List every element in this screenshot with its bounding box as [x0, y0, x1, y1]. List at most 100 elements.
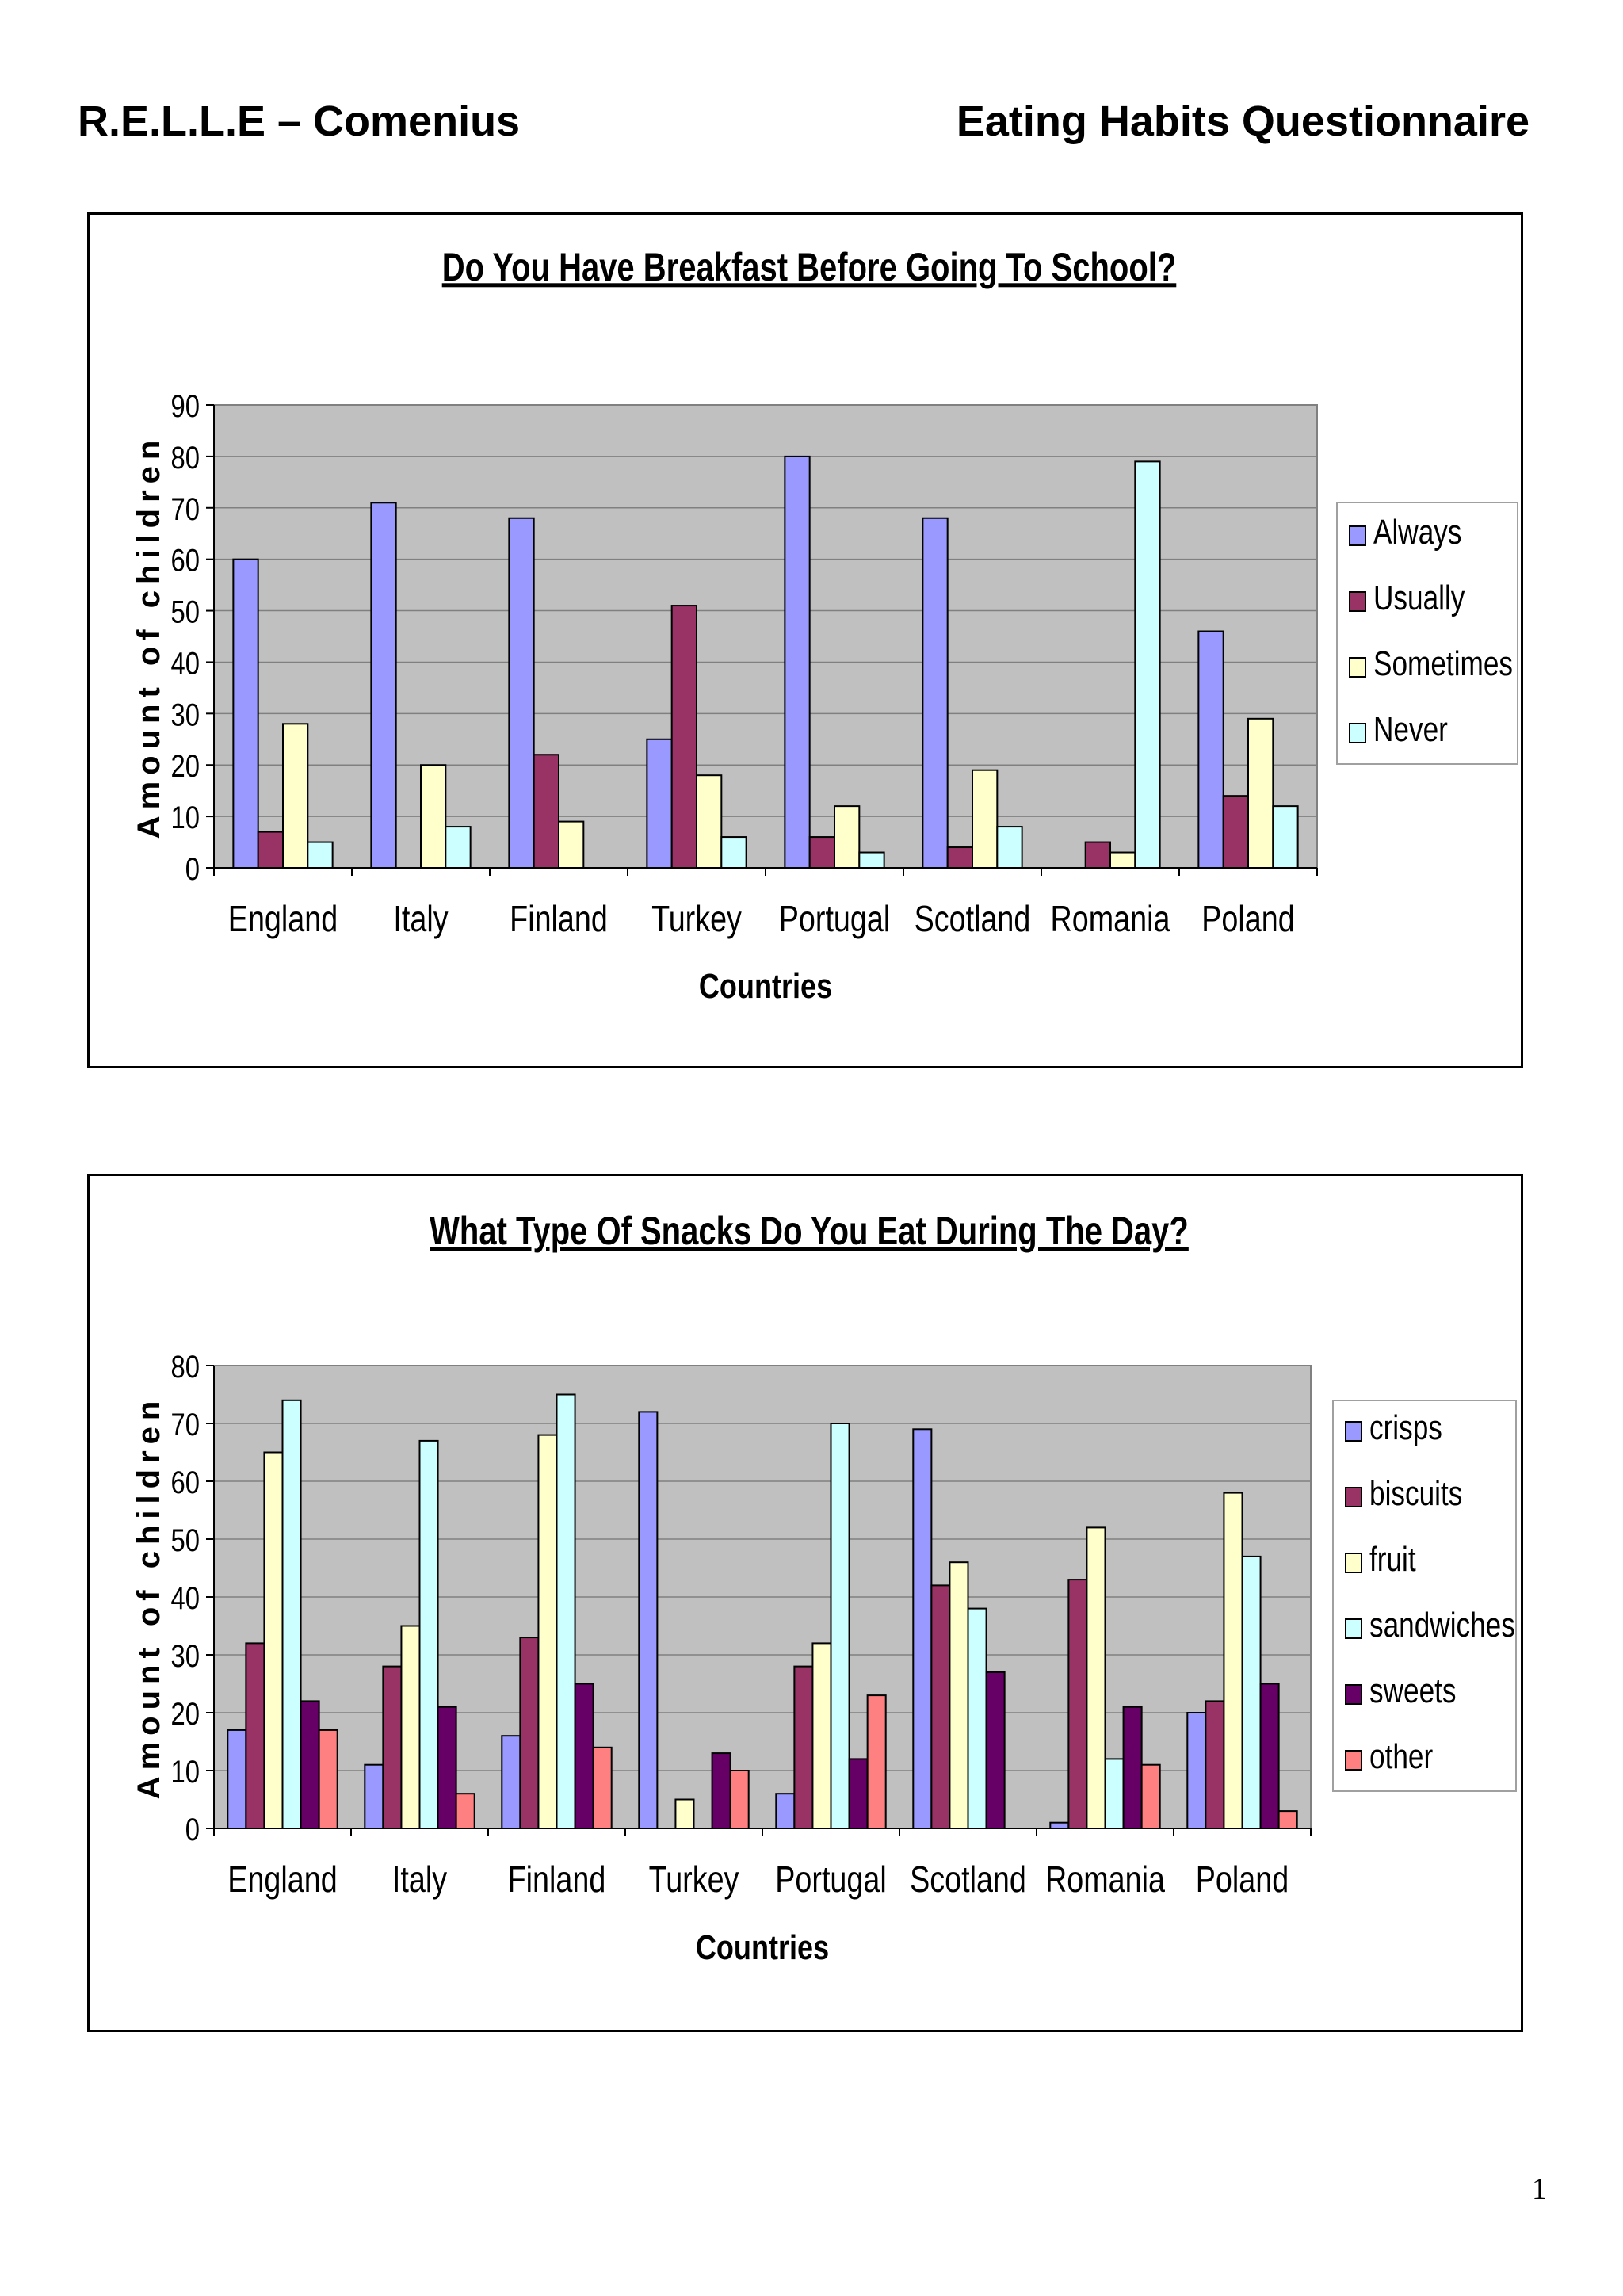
bar-never-romania: [1135, 461, 1159, 868]
bar-sometimes-poland: [1248, 719, 1273, 868]
x-tick-label-scotland: Scotland: [915, 898, 1031, 938]
bar-biscuits-finland: [520, 1637, 538, 1828]
legend-swatch-other: [1346, 1751, 1361, 1770]
legend-swatch-fruit: [1346, 1553, 1361, 1572]
bar-sometimes-england: [283, 724, 307, 868]
legend-swatch-crisps: [1346, 1422, 1361, 1441]
bar-sweets-turkey: [712, 1753, 731, 1828]
x-tick-label-poland: Poland: [1196, 1859, 1289, 1899]
chart-title: Do You Have Breakfast Before Going To Sc…: [442, 245, 1177, 289]
y-tick-label: 90: [171, 388, 200, 424]
legend-swatch-always: [1350, 526, 1365, 545]
bar-biscuits-portugal: [794, 1667, 812, 1828]
legend-swatch-usually: [1350, 592, 1365, 611]
bar-biscuits-italy: [383, 1667, 401, 1828]
legend-swatch-sweets: [1346, 1685, 1361, 1704]
bar-other-finland: [594, 1748, 612, 1828]
bar-other-england: [319, 1730, 338, 1828]
bar-sandwiches-england: [283, 1400, 301, 1828]
x-tick-label-england: England: [227, 1859, 337, 1899]
x-tick-label-italy: Italy: [393, 898, 448, 938]
legend-swatch-sandwiches: [1346, 1619, 1361, 1638]
bar-fruit-turkey: [675, 1800, 693, 1829]
header-left-title: R.E.L.L.E – Comenius: [78, 97, 520, 146]
bar-sandwiches-romania: [1106, 1759, 1124, 1828]
y-axis-label: Amount of children: [132, 1395, 166, 1800]
bar-crisps-italy: [365, 1765, 383, 1828]
bar-sandwiches-finland: [557, 1395, 575, 1829]
x-tick-label-italy: Italy: [392, 1859, 447, 1899]
bar-biscuits-england: [246, 1643, 264, 1828]
legend-label-other: other: [1369, 1737, 1433, 1776]
y-tick-label: 60: [171, 543, 200, 579]
bar-always-finland: [509, 518, 533, 868]
bar-sandwiches-italy: [420, 1441, 438, 1828]
snacks-chart: What Type Of Snacks Do You Eat During Th…: [87, 1174, 1523, 2032]
x-tick-label-portugal: Portugal: [775, 1859, 886, 1899]
legend-label-biscuits: biscuits: [1369, 1474, 1462, 1513]
bar-usually-portugal: [810, 837, 834, 868]
bar-sandwiches-portugal: [831, 1423, 850, 1828]
x-tick-label-turkey: Turkey: [649, 1859, 739, 1899]
bar-usually-turkey: [672, 606, 697, 868]
bar-other-turkey: [731, 1771, 749, 1828]
bar-never-portugal: [859, 853, 884, 868]
y-tick-label: 70: [171, 1407, 200, 1442]
y-tick-label: 0: [185, 1812, 200, 1847]
bar-sweets-romania: [1124, 1707, 1142, 1828]
bar-sweets-scotland: [987, 1672, 1005, 1828]
y-tick-label: 60: [171, 1465, 200, 1500]
x-tick-label-turkey: Turkey: [651, 898, 742, 938]
y-tick-label: 20: [171, 748, 200, 784]
legend-label-always: Always: [1373, 513, 1461, 552]
x-axis-label: Countries: [696, 1928, 829, 1967]
bar-sometimes-finland: [559, 822, 583, 868]
snacks-chart-svg: What Type Of Snacks Do You Eat During Th…: [90, 1176, 1521, 2030]
bar-fruit-finland: [538, 1435, 556, 1828]
bar-always-turkey: [647, 739, 671, 868]
legend-label-never: Never: [1373, 710, 1448, 749]
y-axis-label: Amount of children: [132, 434, 166, 839]
x-tick-label-poland: Poland: [1201, 898, 1294, 938]
bar-usually-poland: [1224, 796, 1248, 868]
bar-crisps-romania: [1050, 1823, 1068, 1828]
bar-never-italy: [445, 827, 470, 868]
bar-crisps-england: [227, 1730, 246, 1828]
bar-fruit-romania: [1086, 1527, 1105, 1828]
bar-sweets-italy: [438, 1707, 456, 1828]
page-number: 1: [1532, 2172, 1547, 2206]
bar-always-portugal: [785, 457, 809, 868]
bar-biscuits-romania: [1068, 1580, 1086, 1828]
bar-other-poland: [1279, 1811, 1297, 1828]
bar-sometimes-turkey: [697, 775, 721, 868]
bar-other-romania: [1142, 1765, 1160, 1828]
bar-usually-england: [258, 832, 283, 868]
bar-sweets-poland: [1261, 1684, 1279, 1829]
bar-biscuits-poland: [1205, 1701, 1224, 1828]
y-tick-label: 30: [171, 1638, 200, 1674]
x-tick-label-portugal: Portugal: [779, 898, 890, 938]
y-tick-label: 80: [171, 1349, 200, 1385]
legend-label-sweets: sweets: [1369, 1671, 1457, 1710]
bar-crisps-scotland: [913, 1429, 931, 1828]
bar-sweets-finland: [575, 1684, 594, 1829]
bar-sometimes-scotland: [972, 770, 997, 868]
y-tick-label: 40: [171, 645, 200, 681]
y-tick-label: 80: [171, 440, 200, 476]
bar-fruit-england: [264, 1453, 282, 1829]
y-tick-label: 50: [171, 1522, 200, 1558]
y-tick-label: 10: [171, 800, 200, 835]
y-tick-label: 0: [185, 851, 200, 887]
bar-never-poland: [1273, 806, 1297, 868]
x-tick-label-romania: Romania: [1045, 1859, 1165, 1899]
x-tick-label-scotland: Scotland: [910, 1859, 1026, 1899]
bar-biscuits-scotland: [931, 1585, 949, 1828]
bar-fruit-portugal: [812, 1643, 831, 1828]
chart-title: What Type Of Snacks Do You Eat During Th…: [430, 1209, 1189, 1253]
bar-fruit-scotland: [949, 1562, 968, 1828]
bar-never-scotland: [997, 827, 1022, 868]
bar-other-portugal: [868, 1695, 886, 1828]
y-tick-label: 30: [171, 697, 200, 732]
bar-crisps-finland: [502, 1736, 520, 1828]
legend-box: [1333, 1400, 1516, 1791]
